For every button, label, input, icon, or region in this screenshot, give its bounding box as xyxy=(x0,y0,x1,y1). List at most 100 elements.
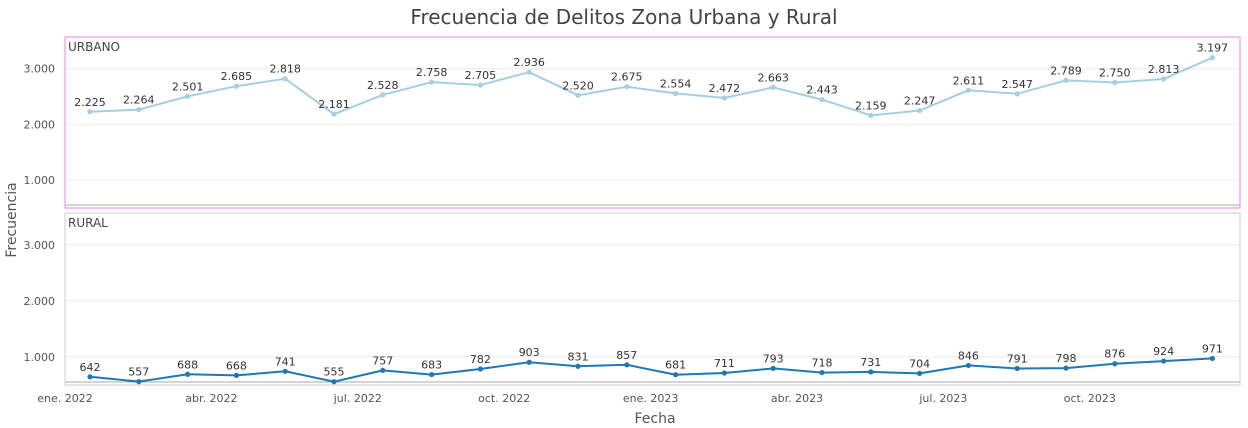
data-label: 2.818 xyxy=(269,63,301,76)
data-point xyxy=(136,379,142,385)
data-label: 2.159 xyxy=(855,99,887,112)
data-point xyxy=(233,372,239,378)
x-axis-label: Fecha xyxy=(634,411,675,427)
data-label: 2.247 xyxy=(904,95,936,108)
data-point xyxy=(673,90,679,97)
x-tick-label: jul. 2022 xyxy=(333,392,382,405)
panel-urbano: 1.000 2.000 3.000 URBANO 2.225 2.264 2.501 2.68… xyxy=(24,36,1241,209)
y-tick-label: 3.000 xyxy=(24,239,56,252)
data-point xyxy=(721,95,728,101)
chart-title: Frecuencia de Delitos Zona Urbana y Rura… xyxy=(410,5,837,29)
data-label: 2.528 xyxy=(367,79,399,92)
data-label: 831 xyxy=(568,350,589,363)
data-point xyxy=(1161,358,1167,364)
data-point xyxy=(917,370,923,376)
data-label: 688 xyxy=(177,358,198,371)
data-point xyxy=(1014,91,1020,97)
data-point xyxy=(87,109,93,115)
data-point xyxy=(575,92,581,98)
data-label: 2.936 xyxy=(513,56,545,69)
panel-rural: 1.000 2.000 3.000 RURAL 642 557 688 668 741 555 75… xyxy=(24,212,1241,386)
data-point xyxy=(819,369,825,376)
y-axis-label: Frecuencia xyxy=(4,182,20,257)
data-point xyxy=(965,362,972,369)
data-point xyxy=(917,107,923,114)
data-label: 2.685 xyxy=(221,70,253,83)
data-label: 782 xyxy=(470,353,491,366)
data-label: 2.264 xyxy=(123,94,155,107)
data-point xyxy=(868,369,874,375)
data-label: 2.501 xyxy=(172,80,204,93)
x-tick-label: ene. 2022 xyxy=(37,392,93,405)
data-label: 2.547 xyxy=(1001,78,1033,91)
data-label: 718 xyxy=(812,357,833,370)
data-label: 2.225 xyxy=(74,96,106,109)
data-label: 903 xyxy=(519,346,540,359)
data-label: 2.675 xyxy=(611,71,643,84)
data-point xyxy=(477,82,483,88)
data-label: 668 xyxy=(226,359,247,372)
data-label: 642 xyxy=(80,361,101,374)
data-label: 857 xyxy=(616,349,637,362)
data-point xyxy=(1063,365,1069,371)
data-label: 2.443 xyxy=(806,84,838,97)
data-label: 2.758 xyxy=(416,66,448,79)
data-point xyxy=(1112,79,1118,86)
x-ticks: ene. 2022 abr. 2022 jul. 2022 oct. 2022 ene.… xyxy=(37,392,1116,405)
data-point xyxy=(429,79,435,85)
panel-frame xyxy=(64,36,1241,209)
data-label: 876 xyxy=(1104,348,1125,361)
data-point xyxy=(526,69,532,75)
data-point xyxy=(770,365,776,371)
data-label: 2.611 xyxy=(953,74,985,87)
data-label: 557 xyxy=(128,366,149,379)
data-point xyxy=(575,363,581,369)
data-point xyxy=(185,371,191,377)
data-point xyxy=(282,76,288,82)
x-tick-label: jul. 2023 xyxy=(918,392,967,405)
data-label: 2.472 xyxy=(709,82,741,95)
data-point xyxy=(185,93,191,99)
data-point xyxy=(380,367,386,374)
y-tick-label: 1.000 xyxy=(24,174,56,187)
y-tick-label: 3.000 xyxy=(24,63,56,76)
data-label: 924 xyxy=(1153,345,1174,358)
data-label: 2.520 xyxy=(562,79,594,92)
y-tick-label: 2.000 xyxy=(24,295,56,308)
x-tick-label: ene. 2023 xyxy=(623,392,679,405)
data-label: 2.554 xyxy=(660,77,692,90)
data-label: 798 xyxy=(1056,352,1077,365)
y-tick-label: 1.000 xyxy=(24,351,56,364)
data-label: 2.813 xyxy=(1148,63,1180,76)
data-label: 681 xyxy=(665,359,686,372)
data-point xyxy=(429,371,435,378)
panel-label: RURAL xyxy=(68,216,108,230)
data-point xyxy=(819,97,825,103)
data-point xyxy=(1209,355,1215,362)
data-label: 3.197 xyxy=(1197,42,1229,55)
data-point xyxy=(721,370,728,376)
data-label: 971 xyxy=(1202,342,1223,355)
data-point xyxy=(1161,76,1167,82)
panel-label: URBANO xyxy=(68,40,120,54)
data-point xyxy=(624,84,630,90)
x-tick-label: oct. 2022 xyxy=(478,392,530,405)
data-label: 2.789 xyxy=(1050,64,1082,77)
data-label: 711 xyxy=(714,357,735,370)
data-label: 791 xyxy=(1007,353,1028,366)
data-point xyxy=(1063,77,1069,83)
data-label: 555 xyxy=(324,366,345,379)
data-point xyxy=(477,366,483,372)
y-tick-label: 2.000 xyxy=(24,118,56,131)
data-label: 757 xyxy=(372,354,393,367)
data-label: 2.663 xyxy=(757,71,789,84)
data-point xyxy=(380,92,386,98)
series-line-urbano xyxy=(89,56,1213,117)
data-label: 793 xyxy=(763,352,784,365)
panels: 1.000 2.000 3.000 URBANO 2.225 2.264 2.501 2.68… xyxy=(24,36,1241,386)
x-tick-label: abr. 2023 xyxy=(771,392,823,405)
data-point xyxy=(965,87,972,93)
data-point xyxy=(624,362,630,368)
data-label: 2.181 xyxy=(318,98,350,111)
